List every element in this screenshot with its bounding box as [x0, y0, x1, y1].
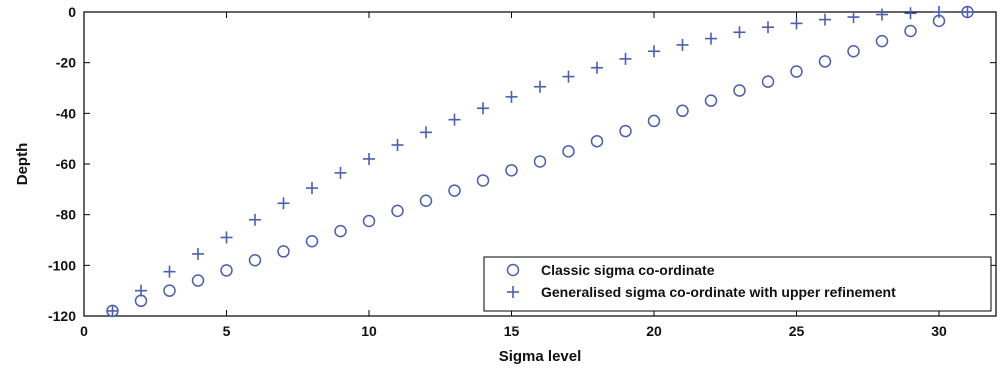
data-point-generalised: [334, 166, 347, 179]
y-tick-label: -20: [56, 55, 76, 71]
y-tick-label: -60: [56, 156, 76, 172]
data-point-generalised: [363, 152, 375, 165]
data-point-classic: [790, 65, 803, 78]
x-tick-label: 5: [223, 323, 231, 339]
data-point-classic: [362, 214, 376, 228]
y-tick-label: 0: [68, 4, 76, 20]
data-point-generalised: [762, 21, 774, 34]
data-point-generalised: [819, 13, 831, 26]
data-point-generalised: [249, 213, 261, 226]
x-tick-label: 15: [504, 323, 520, 339]
data-point-generalised: [733, 26, 746, 39]
legend-marker-circle: [506, 263, 520, 277]
data-point-classic: [818, 55, 832, 68]
data-point-generalised: [220, 231, 233, 244]
data-point-classic: [391, 204, 404, 218]
data-point-generalised: [591, 61, 603, 74]
data-point-generalised: [277, 197, 290, 210]
x-axis-label: Sigma level: [499, 348, 582, 365]
data-point-classic: [248, 254, 262, 267]
data-point-classic: [904, 24, 917, 38]
data-point-classic: [163, 284, 176, 297]
y-tick-label: -100: [48, 257, 76, 273]
x-tick-label: 30: [931, 323, 947, 339]
legend-entry-classic: Classic sigma co-ordinate: [541, 262, 715, 278]
data-point-classic: [305, 235, 319, 248]
legend-marker-plus: [507, 286, 519, 298]
data-point-generalised: [961, 6, 974, 18]
data-point-classic: [533, 155, 547, 168]
x-tick-label: 0: [80, 323, 88, 339]
data-point-generalised: [448, 113, 461, 126]
data-point-generalised: [933, 6, 945, 18]
data-point-classic: [277, 245, 290, 258]
data-point-classic: [419, 194, 433, 207]
data-point-classic: [476, 174, 490, 187]
data-point-classic: [733, 84, 746, 97]
data-point-generalised: [619, 52, 632, 65]
y-tick-label: -80: [56, 207, 76, 223]
data-point-classic: [191, 274, 205, 287]
legend: Classic sigma co-ordinate Generalised si…: [483, 256, 992, 312]
data-markers: [106, 5, 974, 318]
legend-entry-generalised: Generalised sigma co-ordinate with upper…: [541, 284, 896, 300]
data-point-generalised: [477, 102, 489, 115]
data-point-generalised: [705, 32, 717, 45]
x-tick-label: 20: [646, 323, 662, 339]
data-point-classic: [761, 75, 775, 88]
data-point-generalised: [904, 7, 917, 20]
axis-ticks: 0 5 10 15 20 25 30 0 -20 -40 -60 -80 -100 -120: [48, 4, 996, 339]
data-point-classic: [875, 34, 889, 48]
legend-box: [483, 256, 992, 312]
data-point-generalised: [391, 139, 404, 151]
data-point-classic: [676, 104, 689, 118]
y-axis-label: Depth: [14, 143, 31, 186]
data-point-generalised: [562, 70, 575, 83]
data-point-generalised: [306, 182, 318, 195]
data-point-classic: [619, 124, 632, 138]
data-point-generalised: [534, 80, 546, 93]
data-point-generalised: [648, 45, 660, 58]
data-point-generalised: [847, 11, 860, 24]
y-tick-label: -120: [48, 308, 76, 324]
data-point-generalised: [790, 17, 803, 30]
data-point-classic: [847, 45, 860, 58]
data-point-classic: [647, 114, 661, 128]
data-point-classic: [220, 264, 233, 277]
data-point-classic: [704, 94, 718, 107]
legend-items: [506, 263, 520, 298]
data-point-generalised: [163, 265, 176, 278]
x-tick-label: 25: [789, 323, 805, 339]
data-point-generalised: [192, 247, 204, 260]
data-point-classic: [448, 184, 461, 197]
data-point-generalised: [420, 126, 432, 139]
data-point-classic: [505, 164, 518, 177]
data-point-generalised: [106, 304, 119, 317]
data-point-classic: [562, 145, 575, 158]
data-point-generalised: [505, 90, 518, 103]
x-tick-label: 10: [361, 323, 377, 339]
data-point-generalised: [135, 284, 147, 297]
data-point-generalised: [676, 38, 689, 51]
data-point-classic: [590, 134, 604, 148]
data-point-classic: [334, 224, 347, 238]
data-point-generalised: [876, 8, 888, 21]
y-tick-label: -40: [56, 105, 76, 121]
